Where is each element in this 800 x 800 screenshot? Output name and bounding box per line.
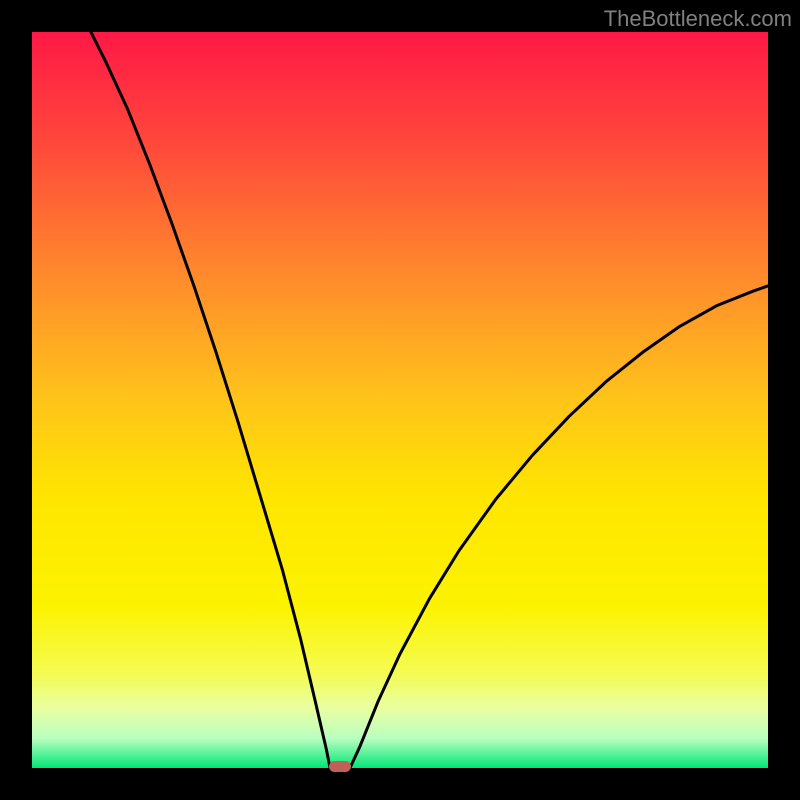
bottleneck-curve <box>32 32 768 768</box>
optimal-point-marker <box>329 761 351 773</box>
plot-area <box>32 32 768 768</box>
chart-container: TheBottleneck.com <box>0 0 800 800</box>
curve-path <box>91 32 768 768</box>
watermark-text: TheBottleneck.com <box>604 6 792 32</box>
